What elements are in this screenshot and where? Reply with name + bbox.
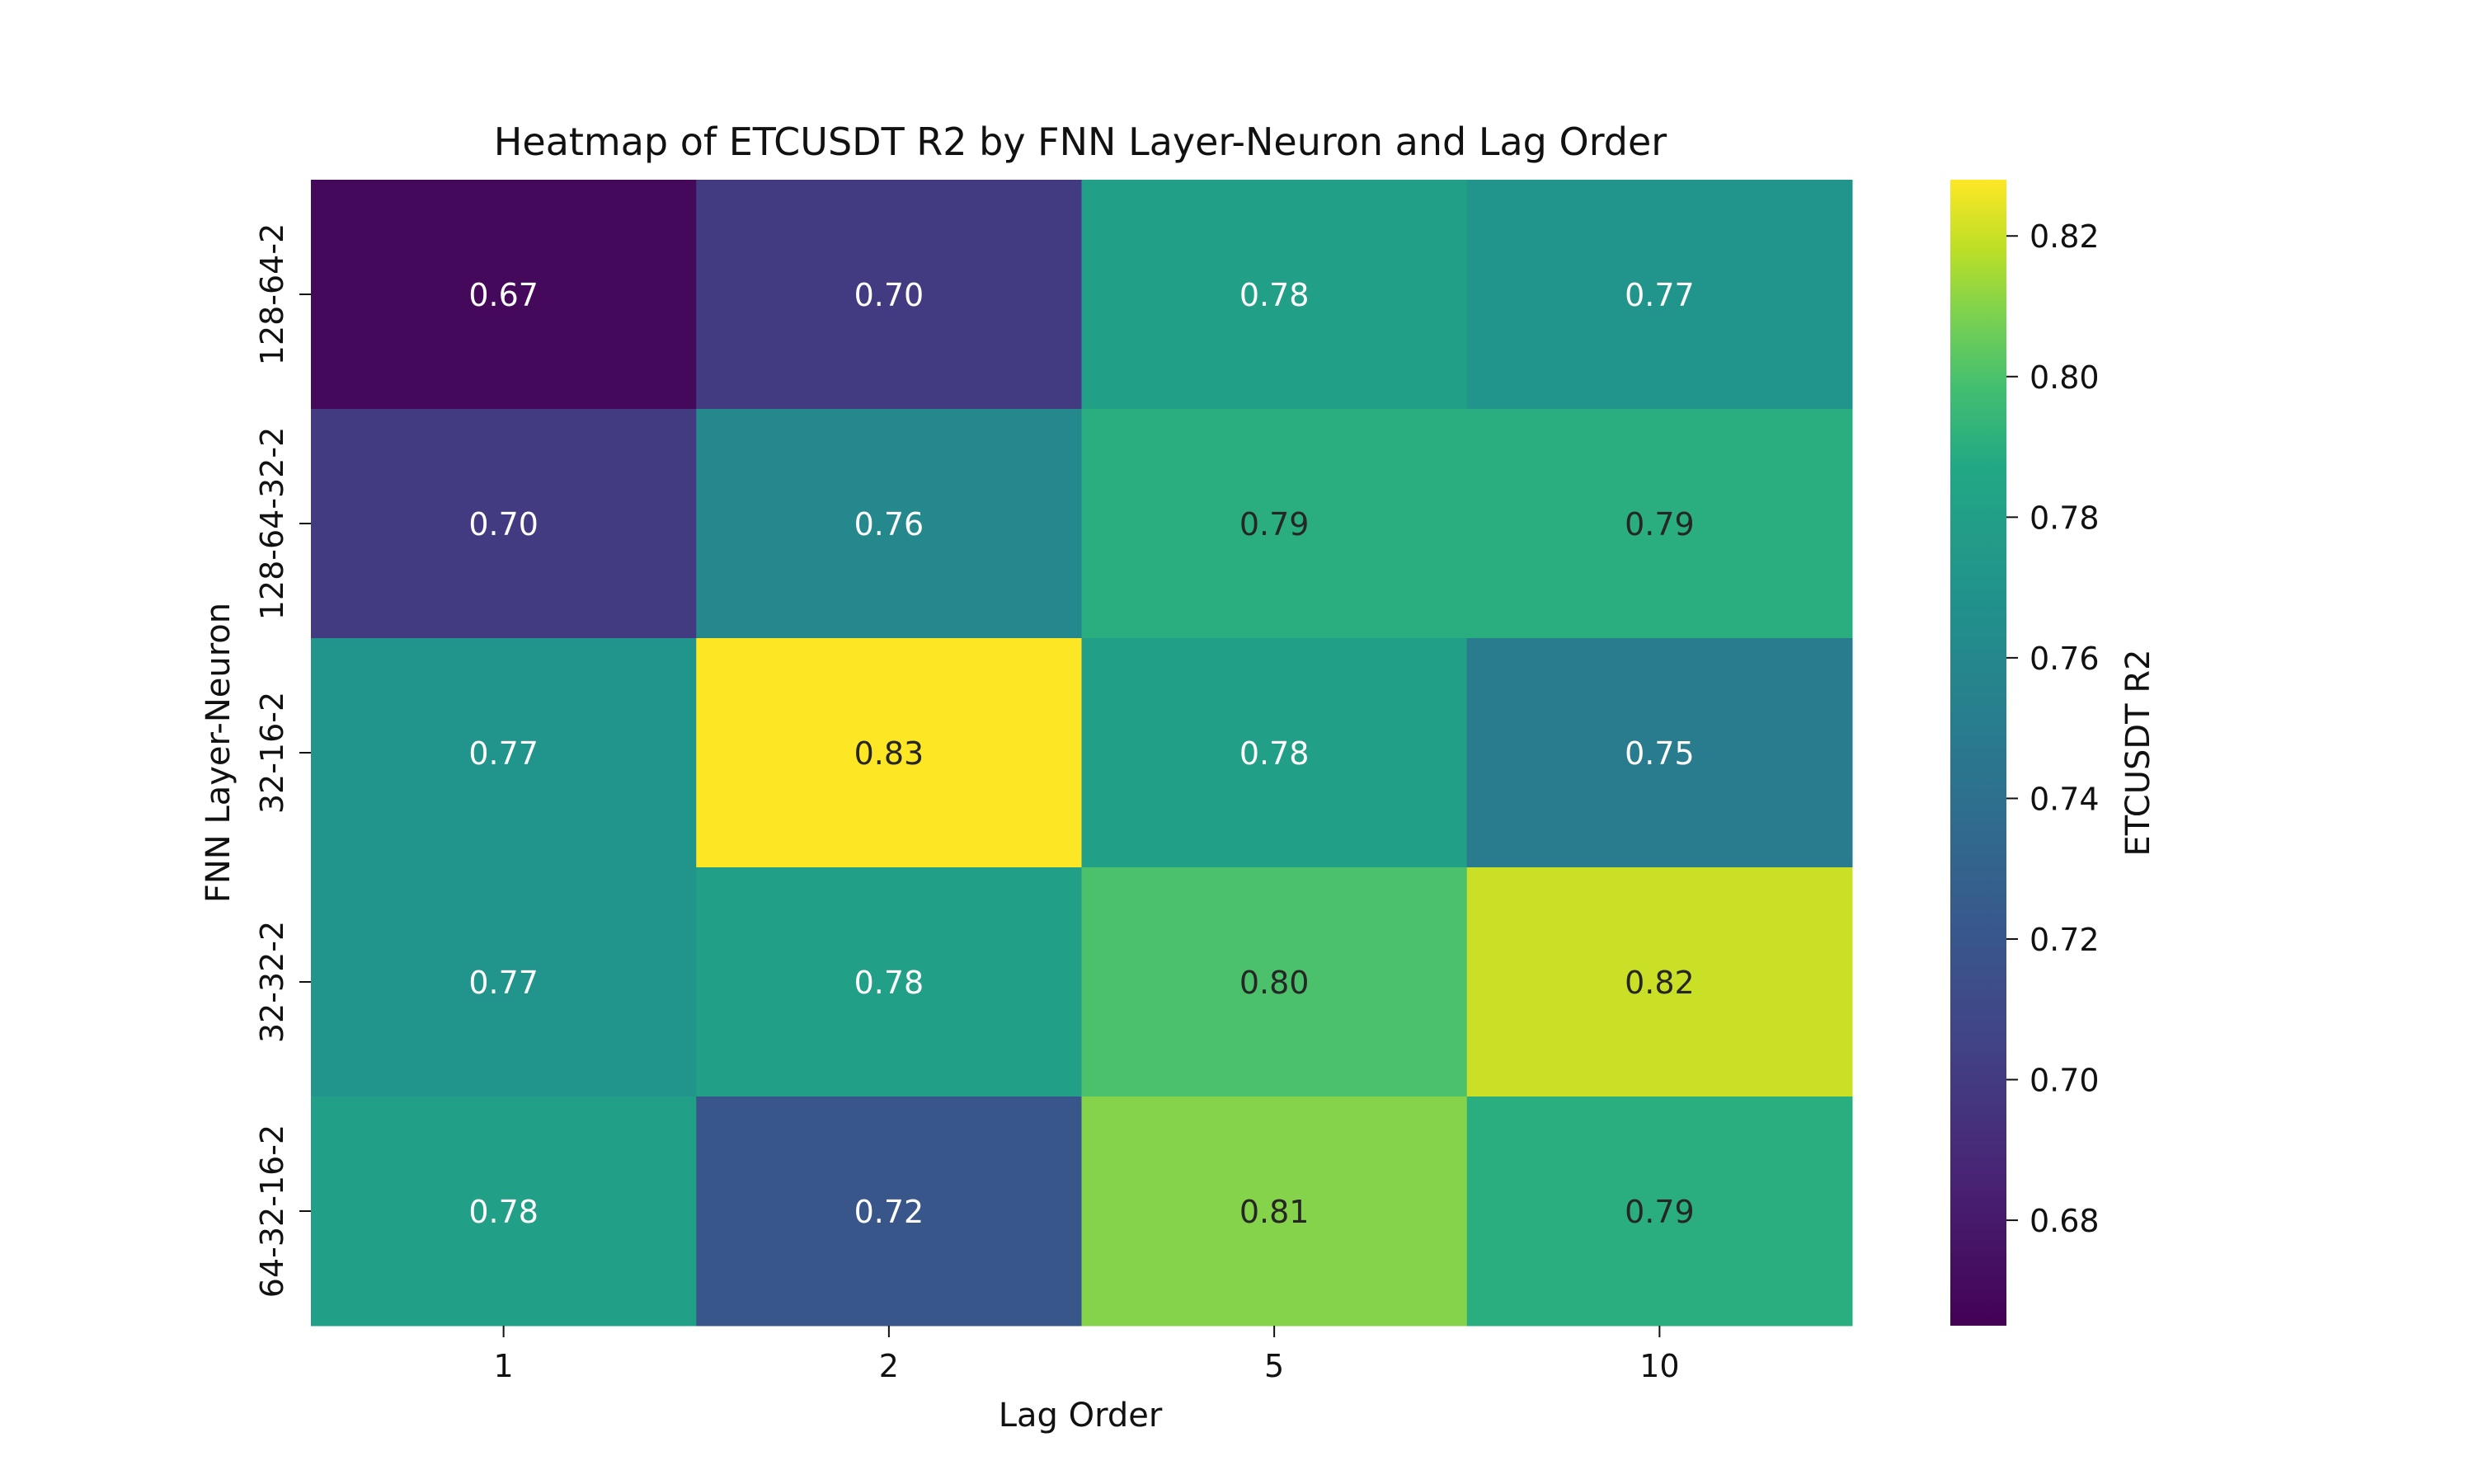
cell-value-label: 0.80 bbox=[1239, 965, 1310, 1001]
colorbar-tick-label: 0.68 bbox=[2030, 1203, 2100, 1239]
heatmap-cell bbox=[1466, 867, 1853, 1097]
heatmap-cell bbox=[1081, 180, 1468, 410]
heatmap-cell bbox=[1466, 638, 1853, 868]
cell-value-label: 0.81 bbox=[1239, 1194, 1310, 1230]
colorbar-tick-label: 0.72 bbox=[2030, 922, 2100, 958]
y-tick-label: 64-32-16-2 bbox=[254, 1125, 290, 1298]
cell-value-label: 0.70 bbox=[468, 506, 539, 542]
cell-value-label: 0.78 bbox=[1239, 735, 1310, 772]
cell-value-label: 0.75 bbox=[1625, 735, 1695, 772]
y-tick-label: 128-64-2 bbox=[254, 223, 290, 365]
cell-value-label: 0.79 bbox=[1239, 506, 1310, 542]
heatmap-cell bbox=[311, 1097, 697, 1327]
cell-value-label: 0.79 bbox=[1625, 506, 1695, 542]
colorbar-label: ETCUSDT R2 bbox=[2119, 649, 2157, 856]
heatmap-cell bbox=[696, 867, 1082, 1097]
heatmap-cells bbox=[311, 180, 1853, 1327]
cell-value-label: 0.77 bbox=[1625, 277, 1695, 313]
y-tick-label: 32-16-2 bbox=[254, 692, 290, 814]
x-tick-label: 1 bbox=[494, 1348, 514, 1384]
heatmap-cell bbox=[696, 409, 1082, 639]
x-axis-label: Lag Order bbox=[999, 1397, 1163, 1435]
x-tick-label: 5 bbox=[1264, 1348, 1284, 1384]
heatmap-cell bbox=[311, 180, 697, 410]
x-axis: 1 2 5 10 bbox=[494, 1326, 1680, 1384]
cell-value-label: 0.72 bbox=[854, 1194, 924, 1230]
y-tick-label: 128-64-32-2 bbox=[254, 427, 290, 621]
cell-value-label: 0.82 bbox=[1625, 965, 1695, 1001]
cell-value-label: 0.70 bbox=[854, 277, 924, 313]
heatmap-cell bbox=[1081, 409, 1468, 639]
colorbar-tick-label: 0.76 bbox=[2030, 641, 2100, 677]
colorbar-tick-label: 0.70 bbox=[2030, 1063, 2100, 1099]
heatmap-cell bbox=[696, 1097, 1082, 1327]
x-tick-label: 10 bbox=[1639, 1348, 1679, 1384]
colorbar bbox=[1950, 180, 2006, 1326]
heatmap-cell bbox=[1081, 1097, 1468, 1327]
colorbar-tick-label: 0.78 bbox=[2030, 500, 2100, 536]
heatmap-cell bbox=[311, 638, 697, 868]
heatmap-cell bbox=[1466, 180, 1853, 410]
x-tick-label: 2 bbox=[879, 1348, 899, 1384]
heatmap-cell bbox=[1466, 409, 1853, 639]
heatmap-cell bbox=[1081, 638, 1468, 868]
colorbar-ticks: 0.68 0.70 0.72 0.74 0.76 0.78 0.80 0.82 bbox=[2006, 218, 2100, 1239]
cell-value-label: 0.77 bbox=[468, 735, 539, 772]
cell-value-label: 0.78 bbox=[468, 1194, 539, 1230]
heatmap-cell bbox=[311, 409, 697, 639]
cell-value-label: 0.67 bbox=[468, 277, 539, 313]
cell-value-label: 0.83 bbox=[854, 735, 924, 772]
heatmap-cell-labels: 0.67 0.70 0.78 0.77 0.70 0.76 0.79 0.79 0.77 0.83… bbox=[468, 277, 1694, 1230]
heatmap-cell bbox=[1081, 867, 1468, 1097]
cell-value-label: 0.78 bbox=[1239, 277, 1310, 313]
cell-value-label: 0.78 bbox=[854, 965, 924, 1001]
cell-value-label: 0.77 bbox=[468, 965, 539, 1001]
y-tick-label: 32-32-2 bbox=[254, 921, 290, 1043]
cell-value-label: 0.76 bbox=[854, 506, 924, 542]
y-axis-label: FNN Layer-Neuron bbox=[200, 603, 238, 903]
chart-title: Heatmap of ETCUSDT R2 by FNN Layer-Neuro… bbox=[494, 120, 1667, 164]
colorbar-tick-label: 0.82 bbox=[2030, 218, 2100, 255]
colorbar-tick-label: 0.80 bbox=[2030, 359, 2100, 396]
cell-value-label: 0.79 bbox=[1625, 1194, 1695, 1230]
heatmap-cell bbox=[311, 867, 697, 1097]
colorbar-tick-label: 0.74 bbox=[2030, 781, 2100, 817]
y-axis: 128-64-2 128-64-32-2 32-16-2 32-32-2 64-32-1… bbox=[254, 223, 311, 1298]
heatmap-cell bbox=[1466, 1097, 1853, 1327]
heatmap-cell bbox=[696, 180, 1082, 410]
heatmap-cell bbox=[696, 638, 1082, 868]
